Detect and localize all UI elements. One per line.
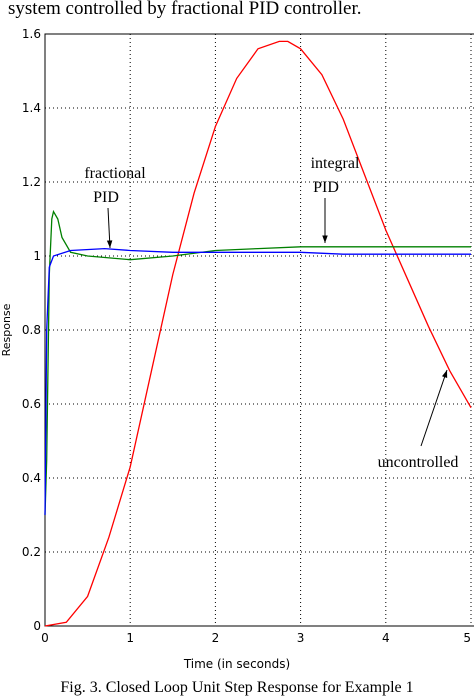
annotation: PID (313, 179, 339, 196)
annotation-arrow (420, 369, 448, 447)
x-tick-label: 0 (41, 631, 49, 645)
y-axis-label: Response (0, 303, 13, 356)
x-tick-label: 5 (463, 631, 471, 645)
y-tick-label: 0 (33, 619, 41, 633)
x-axis-label: Time (in seconds) (183, 657, 290, 671)
series-line (44, 209, 471, 516)
x-tick-label: 2 (212, 631, 220, 645)
annotation: fractional (84, 165, 146, 182)
y-tick-label: 1.2 (22, 175, 41, 189)
axis-frame (44, 33, 474, 627)
y-tick-label: 1.4 (22, 101, 41, 115)
x-tick-label: 1 (126, 631, 134, 645)
header-text: system controlled by fractional PID cont… (8, 0, 362, 19)
y-tick-label: 1 (33, 249, 41, 263)
annotation: integral (311, 155, 360, 172)
series-line (44, 247, 471, 516)
arrow-head (106, 240, 113, 248)
y-tick-label: 0.4 (22, 471, 41, 485)
x-tick-label: 4 (382, 631, 390, 645)
arrow-head (441, 370, 448, 378)
annotation: uncontrolled (378, 454, 459, 471)
annotation: PID (93, 189, 119, 206)
x-tick-label: 3 (297, 631, 305, 645)
y-tick-label: 0.2 (22, 545, 41, 559)
y-tick-label: 1.6 (22, 27, 41, 41)
caption: Fig. 3. Closed Loop Unit Step Response f… (60, 679, 413, 696)
y-tick-label: 0.8 (22, 323, 41, 337)
arrow-head (322, 235, 328, 243)
y-tick-label: 0.6 (22, 397, 41, 411)
